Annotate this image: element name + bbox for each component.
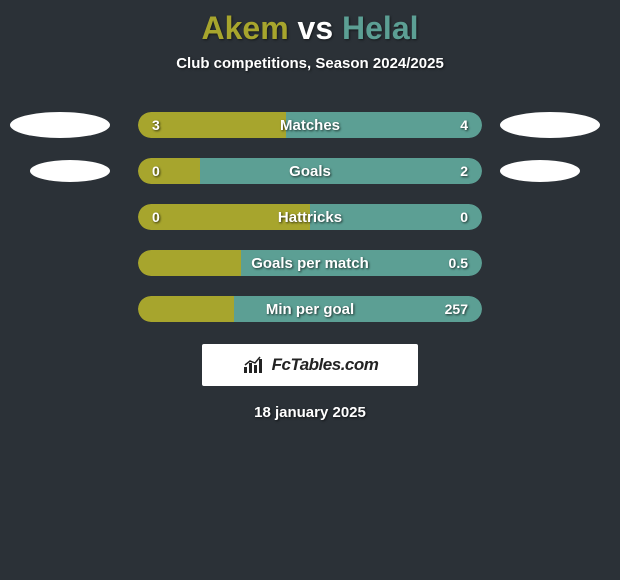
stat-row: Goals per match0.5 <box>0 240 620 286</box>
stat-bar: Matches3 4 <box>138 112 482 138</box>
player1-badge <box>30 160 110 182</box>
player2-badge <box>500 112 600 138</box>
stat-label: Goals per match <box>138 250 482 276</box>
stat-row: Matches3 4 <box>0 102 620 148</box>
stat-value-left: 0 <box>152 204 160 230</box>
stat-row: Min per goal257 <box>0 286 620 332</box>
stat-label: Goals <box>138 158 482 184</box>
stat-value-right: 0.5 <box>449 250 468 276</box>
stat-row: Hattricks0 0 <box>0 194 620 240</box>
comparison-card: Akem vs Helal Club competitions, Season … <box>0 0 620 421</box>
title-vs: vs <box>298 10 334 46</box>
stat-value-right: 0 <box>460 204 468 230</box>
stat-label: Hattricks <box>138 204 482 230</box>
stat-bar: Min per goal257 <box>138 296 482 322</box>
stat-value-right: 2 <box>460 158 468 184</box>
stat-label: Matches <box>138 112 482 138</box>
stat-bar: Goals per match0.5 <box>138 250 482 276</box>
player1-badge <box>10 112 110 138</box>
brand-text: FcTables.com <box>272 355 379 375</box>
stat-value-right: 257 <box>445 296 468 322</box>
stat-row: Goals0 2 <box>0 148 620 194</box>
stat-value-left: 3 <box>152 112 160 138</box>
player2-name: Helal <box>342 10 418 46</box>
brand-box[interactable]: FcTables.com <box>202 344 418 386</box>
stat-value-right: 4 <box>460 112 468 138</box>
stat-value-left: 0 <box>152 158 160 184</box>
brand-chart-icon <box>242 355 268 375</box>
stat-bar: Hattricks0 0 <box>138 204 482 230</box>
date: 18 january 2025 <box>0 404 620 421</box>
player2-badge <box>500 160 580 182</box>
player1-name: Akem <box>201 10 288 46</box>
stat-label: Min per goal <box>138 296 482 322</box>
title: Akem vs Helal <box>0 10 620 47</box>
subtitle: Club competitions, Season 2024/2025 <box>0 55 620 72</box>
stat-bar: Goals0 2 <box>138 158 482 184</box>
stats-rows: Matches34Goals02Hattricks00Goals per mat… <box>0 102 620 332</box>
